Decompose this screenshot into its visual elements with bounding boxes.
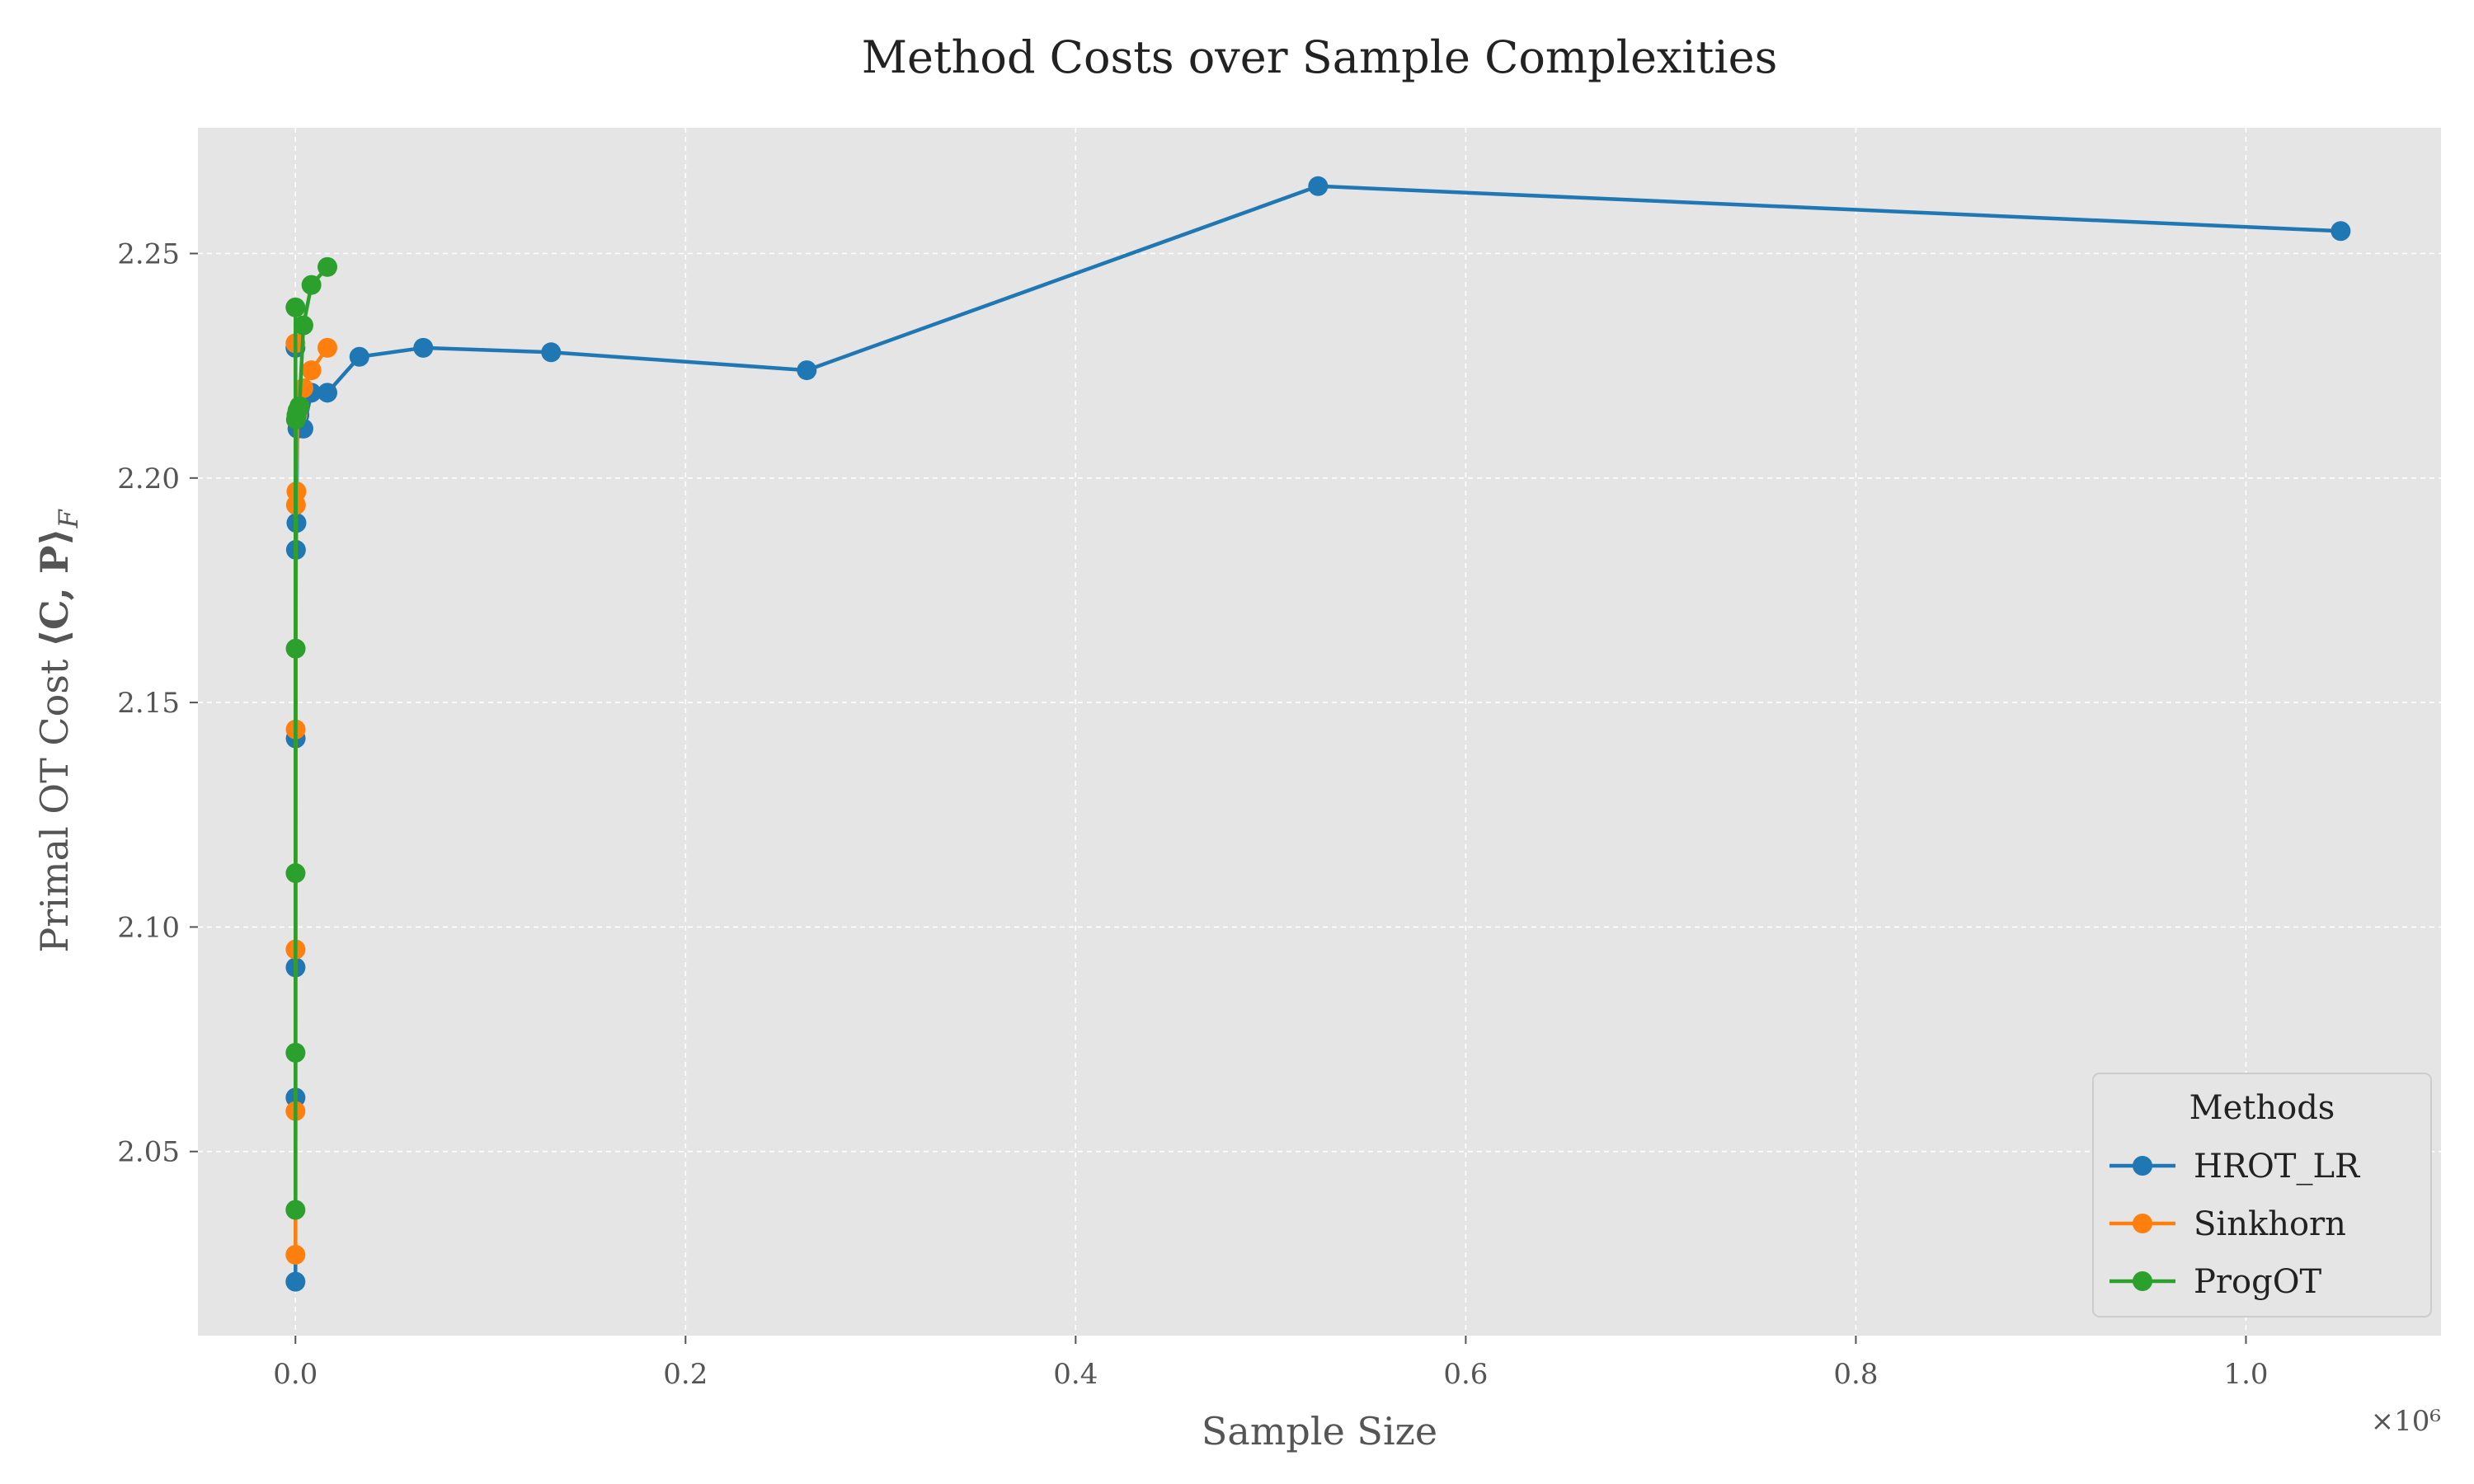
data-point-progot xyxy=(317,256,338,277)
data-point-progot xyxy=(293,315,313,336)
data-point-progot xyxy=(285,297,306,317)
data-point-progot xyxy=(285,1200,306,1220)
legend-title: Methods xyxy=(2189,1089,2335,1127)
legend-marker-hrot-lr xyxy=(2133,1156,2152,1176)
series-layer xyxy=(285,176,2351,1292)
y-tick-label: 2.15 xyxy=(117,687,180,720)
y-axis-title-math: ⟨C, P⟩ xyxy=(32,528,77,647)
data-point-hrot-lr xyxy=(285,1271,306,1292)
data-point-sinkhorn xyxy=(301,360,322,381)
plot-area xyxy=(198,128,2441,1336)
data-point-sinkhorn xyxy=(317,337,338,358)
y-tick-label: 2.05 xyxy=(117,1136,180,1169)
legend-label-hrot-lr: HROT_LR xyxy=(2194,1148,2361,1186)
y-axis-ticks: 2.05 2.10 2.15 2.20 2.25 xyxy=(117,237,198,1169)
x-tick-label: 0.8 xyxy=(1833,1358,1878,1391)
legend: Methods HROT_LR Sinkhorn ProgOT xyxy=(2092,1073,2432,1317)
data-point-hrot-lr xyxy=(349,346,369,367)
x-tick-label: 0.2 xyxy=(663,1358,708,1391)
legend-box xyxy=(2092,1073,2432,1317)
data-point-progot xyxy=(285,638,306,659)
data-point-hrot-lr xyxy=(797,360,817,381)
y-tick-label: 2.25 xyxy=(117,237,180,270)
data-point-hrot-lr xyxy=(1308,176,1329,196)
series-progot xyxy=(285,256,338,1220)
legend-label-progot: ProgOT xyxy=(2194,1263,2322,1301)
data-point-hrot-lr xyxy=(317,383,338,403)
x-axis-ticks: 0.0 0.2 0.4 0.6 0.8 1.0 xyxy=(273,1336,2269,1391)
legend-marker-sinkhorn xyxy=(2133,1214,2152,1233)
data-point-hrot-lr xyxy=(2331,221,2351,242)
data-point-hrot-lr xyxy=(541,342,562,363)
data-point-progot xyxy=(301,275,322,295)
data-point-progot xyxy=(289,396,310,416)
y-tick-label: 2.20 xyxy=(117,463,180,495)
y-axis-title: Primal OT Cost ⟨C, P⟩F xyxy=(32,509,84,953)
x-axis-title: Sample Size xyxy=(1202,1409,1437,1453)
legend-marker-progot xyxy=(2133,1271,2152,1291)
x-axis-offset-label: ×10⁶ xyxy=(2371,1405,2441,1438)
data-point-progot xyxy=(285,863,306,884)
x-tick-label: 1.0 xyxy=(2223,1358,2268,1391)
data-point-progot xyxy=(285,1042,306,1063)
legend-label-sinkhorn: Sinkhorn xyxy=(2194,1205,2346,1243)
data-point-hrot-lr xyxy=(413,337,434,358)
x-tick-label: 0.4 xyxy=(1053,1358,1098,1391)
x-tick-label: 0.6 xyxy=(1443,1358,1488,1391)
chart-title: Method Costs over Sample Complexities xyxy=(862,31,1778,83)
y-axis-title-prefix: Primal OT Cost xyxy=(32,647,77,953)
y-axis-title-subscript: F xyxy=(53,509,84,529)
x-tick-label: 0.0 xyxy=(273,1358,317,1391)
y-tick-label: 2.10 xyxy=(117,911,180,944)
data-point-sinkhorn xyxy=(285,1244,306,1265)
